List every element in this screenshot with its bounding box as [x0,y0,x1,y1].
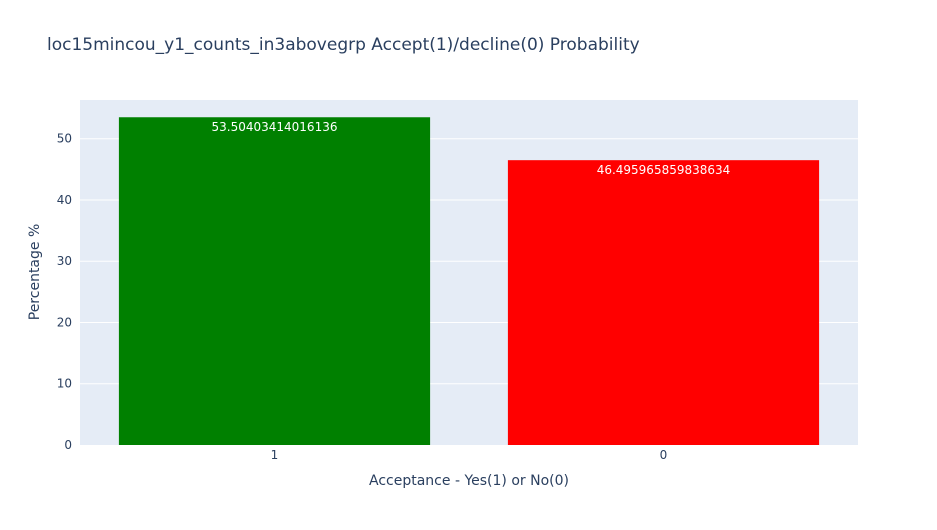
chart-title: loc15mincou_y1_counts_in3abovegrp Accept… [47,35,640,55]
y-tick-label: 20 [57,315,72,329]
y-axis-title: Percentage % [27,224,43,321]
bar-0 [507,160,820,445]
x-tick-label: 1 [271,448,279,462]
y-tick-label: 50 [57,132,72,146]
bar-1 [118,117,431,446]
y-tick-label: 0 [64,438,72,452]
y-tick-label: 10 [57,377,72,391]
y-tick-label: 30 [57,254,72,268]
bar-data-label: 53.50403414016136 [212,120,338,134]
y-tick-label: 40 [57,193,72,207]
bar-data-label: 46.495965859838634 [597,163,731,177]
bars: 53.50403414016136 46.495965859838634 [118,117,820,446]
x-tick-label: 0 [660,448,668,462]
x-axis-title: Acceptance - Yes(1) or No(0) [369,473,569,489]
